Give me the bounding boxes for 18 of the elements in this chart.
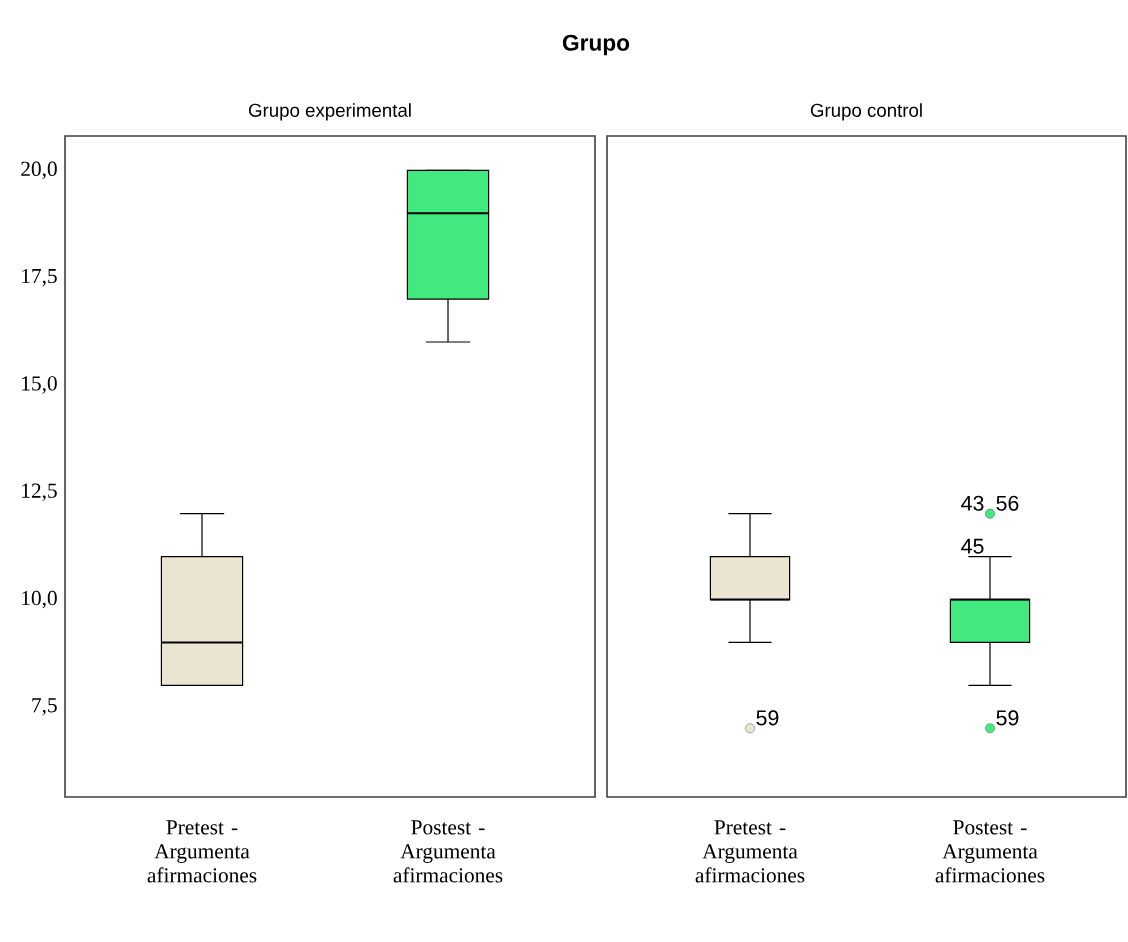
y-tick-label: 7,5 xyxy=(32,698,57,716)
annotation: 45 xyxy=(961,538,984,554)
annotation: 43 xyxy=(961,495,984,511)
y-tick-label: 12,5 xyxy=(22,483,57,501)
x-tick-label: Postest - Argumenta afirmaciones xyxy=(393,820,503,883)
y-tick-label: 15,0 xyxy=(22,376,57,394)
x-tick-label: Pretest - Argumenta afirmaciones xyxy=(147,820,257,883)
y-tick-label: 10,0 xyxy=(22,590,57,609)
x-tick-label: Pretest - Argumenta afirmaciones xyxy=(695,820,805,883)
chart-subtitle: Grupo control xyxy=(810,103,922,121)
x-tick-label: Postest - Argumenta afirmaciones xyxy=(935,820,1045,883)
y-tick-label: 17,5 xyxy=(22,268,57,287)
annotation: 56 xyxy=(996,495,1019,511)
y-tick-label: 20,0 xyxy=(21,161,57,180)
annotation: 59 xyxy=(996,710,1019,726)
chart-title: Grupo xyxy=(562,34,630,56)
annotation: 59 xyxy=(756,710,779,726)
chart-subtitle: Grupo experimental xyxy=(248,103,411,121)
